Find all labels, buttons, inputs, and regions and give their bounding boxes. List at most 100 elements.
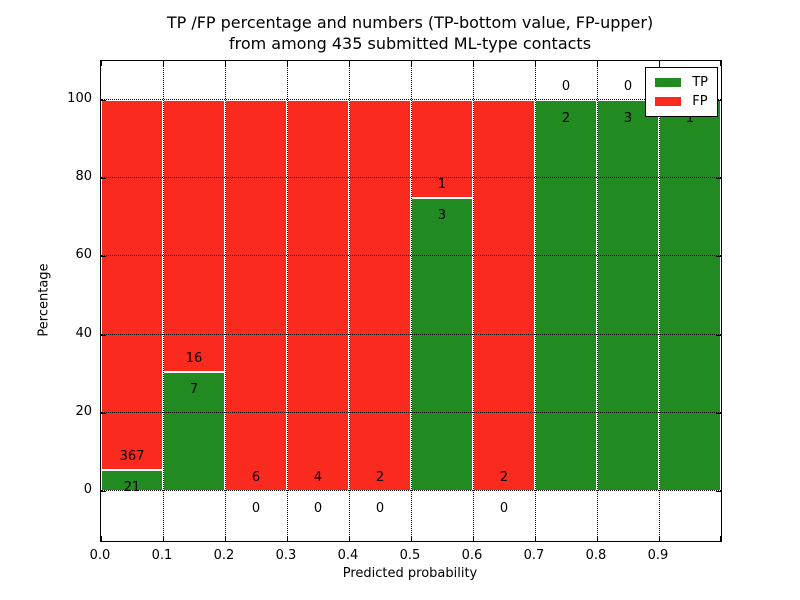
gridline-v: [659, 61, 660, 541]
bar-segment-fp: [411, 100, 473, 198]
y-tick-label: 100: [67, 91, 92, 107]
x-tick-mark: [535, 61, 536, 66]
y-tick-mark: [716, 100, 721, 102]
tp-legend-label: TP: [692, 75, 708, 90]
x-tick-mark: [225, 61, 226, 66]
chart-title: TP /FP percentage and numbers (TP-bottom…: [100, 12, 720, 54]
bar-label-tp: 7: [189, 382, 199, 398]
x-tick-mark: [597, 536, 598, 541]
x-tick-mark: [473, 536, 474, 541]
gridline-v: [473, 61, 474, 541]
x-tick-label: 0.2: [213, 548, 235, 563]
bar-segment-fp: [287, 100, 349, 491]
gridline-v: [163, 61, 164, 541]
bar-label-tp: 3: [437, 208, 447, 224]
bar-label-tp: 0: [251, 501, 261, 517]
x-tick-mark: [349, 61, 350, 66]
bar-label-fp: 2: [375, 470, 385, 486]
x-tick-label: 0.5: [399, 548, 421, 563]
x-tick-mark: [349, 536, 350, 541]
y-tick-label: 40: [75, 325, 92, 341]
x-tick-mark: [597, 61, 598, 66]
x-tick-label: 0.8: [585, 548, 607, 563]
x-tick-label: 0.6: [461, 548, 483, 563]
y-tick-mark: [716, 412, 721, 414]
x-tick-mark: [163, 61, 164, 66]
x-tick-label: 0.3: [275, 548, 297, 563]
bar-label-tp: 0: [313, 501, 323, 517]
y-tick-mark: [716, 256, 721, 258]
y-tick-mark: [101, 100, 106, 102]
bar-label-tp: 3: [623, 110, 633, 126]
bar-label-tp: 1: [685, 110, 695, 126]
x-tick-mark: [287, 536, 288, 541]
x-tick-label: 0.1: [151, 548, 173, 563]
x-tick-mark: [720, 61, 721, 66]
bar-label-fp: 6: [251, 470, 261, 486]
y-tick-mark: [716, 490, 721, 492]
gridline-v: [411, 61, 412, 541]
bar-segment-tp: [597, 100, 659, 491]
bar-segment-fp: [163, 100, 225, 373]
bar-label-fp: 2: [499, 470, 509, 486]
gridline-v: [597, 61, 598, 541]
bar-segment-tp: [411, 197, 473, 491]
y-tick-label: 60: [75, 247, 92, 263]
plot-area: TP FP 367211676040201320020301: [100, 60, 722, 542]
tp-legend-swatch: [655, 78, 682, 87]
y-tick-mark: [716, 334, 721, 336]
x-tick-mark: [101, 61, 102, 66]
bar-segment-tp: [659, 100, 721, 491]
x-tick-mark: [659, 61, 660, 66]
gridline-v: [225, 61, 226, 541]
y-tick-mark: [716, 178, 721, 180]
bar-label-tp: 2: [561, 110, 571, 126]
bar-label-tp: 21: [123, 480, 141, 496]
y-tick-label: 20: [75, 403, 92, 419]
bar-segment-fp: [473, 100, 535, 491]
bar-label-tp: 0: [499, 501, 509, 517]
chart-title-line1: TP /FP percentage and numbers (TP-bottom…: [166, 13, 654, 32]
legend-item-tp: TP: [655, 73, 708, 92]
x-tick-mark: [720, 536, 721, 541]
y-tick-mark: [101, 334, 106, 336]
bar-label-fp: 367: [119, 449, 145, 464]
legend-item-fp: FP: [655, 92, 708, 111]
fp-legend-swatch: [655, 97, 682, 106]
x-tick-label: 0.0: [89, 548, 111, 563]
gridline-v: [349, 61, 350, 541]
bar-segment-fp: [349, 100, 411, 491]
y-tick-mark: [101, 256, 106, 258]
x-tick-mark: [225, 536, 226, 541]
y-tick-label: 80: [75, 169, 92, 185]
x-tick-mark: [535, 536, 536, 541]
y-tick-mark: [101, 178, 106, 180]
y-tick-label: 0: [83, 481, 92, 497]
legend: TP FP: [645, 67, 718, 117]
bar-label-fp: 1: [437, 177, 447, 192]
gridline-v: [535, 61, 536, 541]
bar-label-tp: 0: [375, 501, 385, 517]
bar-label-fp: 16: [185, 351, 203, 367]
bar-segment-tp: [163, 372, 225, 491]
x-tick-mark: [163, 536, 164, 541]
gridline-v: [287, 61, 288, 541]
bar-label-fp: 4: [313, 470, 323, 486]
x-tick-label: 0.7: [523, 548, 545, 563]
x-tick-label: 0.9: [647, 548, 669, 563]
bar-segment-fp: [225, 100, 287, 491]
y-tick-mark: [101, 490, 106, 492]
fp-legend-label: FP: [692, 94, 708, 109]
x-tick-mark: [411, 536, 412, 541]
x-tick-label: 0.4: [337, 548, 359, 563]
x-axis-label: Predicted probability: [342, 566, 478, 581]
x-tick-mark: [287, 61, 288, 66]
bar-segment-fp: [101, 100, 163, 470]
x-tick-mark: [659, 536, 660, 541]
bar-segment-tp: [535, 100, 597, 491]
x-tick-mark: [101, 536, 102, 541]
bar-label-fp: 0: [623, 79, 633, 95]
bar-label-fp: 0: [561, 79, 571, 95]
y-tick-mark: [101, 412, 106, 414]
